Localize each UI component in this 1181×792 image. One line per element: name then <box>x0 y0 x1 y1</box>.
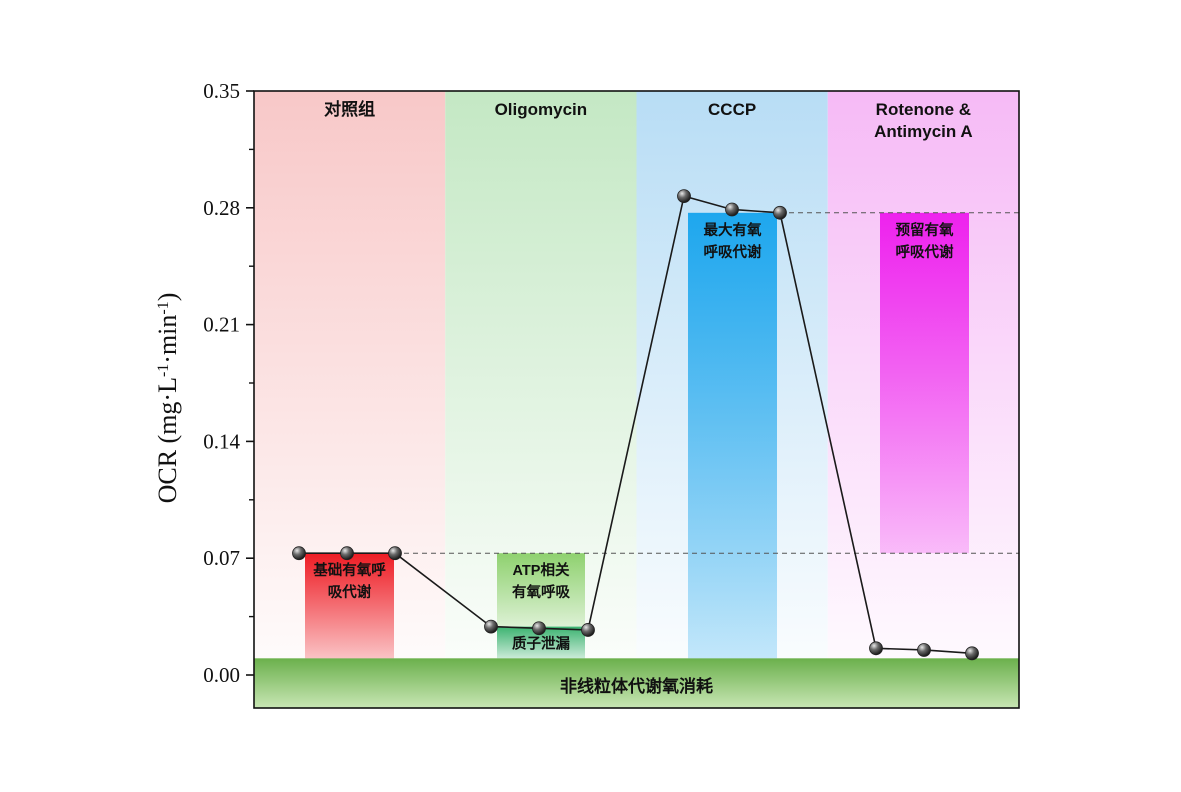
phase-label-line: CCCP <box>708 100 756 119</box>
y-axis-title: OCR (mg·L-1·min-1) <box>153 293 182 504</box>
data-point-4 <box>484 619 498 634</box>
plot-frame <box>253 90 1020 709</box>
phase-label-4: Rotenone & Antimycin A <box>874 100 973 141</box>
data-point-5 <box>532 621 546 636</box>
annotation-label-line: 吸代谢 <box>328 583 372 601</box>
data-point-3 <box>388 546 402 561</box>
annotation-box-4 <box>688 212 777 659</box>
y-tick-label-6: 0.35 <box>203 79 240 103</box>
phase-label-line: Oligomycin <box>495 100 588 119</box>
y-tick-label-2: 0.07 <box>203 546 240 570</box>
y-axis-title-sup1: -1 <box>155 364 172 377</box>
annotation-box-1 <box>305 553 394 659</box>
reference-lines <box>395 212 1019 554</box>
y-tick-label-1: 0.00 <box>203 663 240 687</box>
data-point-12 <box>965 646 979 661</box>
annotation-box-5 <box>880 212 969 554</box>
y-axis-title-end: ) <box>153 293 182 302</box>
baseline-band-label: 非线粒体代谢氧消耗 <box>560 676 713 696</box>
baseline-band-layer: 非线粒体代谢氧消耗 <box>254 658 1019 708</box>
data-point-9 <box>773 205 787 220</box>
series-line <box>299 195 973 655</box>
phase-label-2: Oligomycin <box>495 100 588 119</box>
annotation-label-3: 质子泄漏 <box>512 635 570 653</box>
annotation-label-5: 预留有氧呼吸代谢 <box>896 221 954 261</box>
annotation-label-line: 有氧呼吸 <box>512 583 570 601</box>
phase-label-3: CCCP <box>708 100 756 119</box>
annotation-label-line: 基础有氧呼 <box>312 561 386 579</box>
y-axis-title-main: OCR (mg·L <box>153 377 182 503</box>
data-point-8 <box>725 202 739 217</box>
annotation-box-2 <box>497 553 585 627</box>
series-line-layer <box>292 189 979 661</box>
y-tick-label-5: 0.28 <box>203 196 240 220</box>
baseline-band <box>254 658 1019 708</box>
annotation-label-line: 质子泄漏 <box>512 635 570 653</box>
data-point-6 <box>581 623 595 637</box>
y-tick-label-4: 0.21 <box>203 313 240 337</box>
annotation-label-4: 最大有氧呼吸代谢 <box>704 221 762 261</box>
phase-label-line: 对照组 <box>324 99 375 119</box>
annotation-label-line: 呼吸代谢 <box>896 243 954 261</box>
annotation-label-line: 呼吸代谢 <box>704 243 762 261</box>
annotation-label-line: 预留有氧 <box>896 221 954 239</box>
annotation-label-1: 基础有氧呼吸代谢 <box>312 561 386 601</box>
annotation-label-line: 最大有氧 <box>704 221 762 239</box>
phase-label-1: 对照组 <box>324 99 375 119</box>
data-point-10 <box>869 641 883 656</box>
annotation-label-2: ATP相关有氧呼吸 <box>512 561 570 601</box>
y-axis-title-middle: ·min <box>153 315 182 364</box>
data-point-1 <box>292 546 306 561</box>
y-tick-label-3: 0.14 <box>203 429 240 453</box>
data-point-7 <box>677 189 691 204</box>
data-point-11 <box>917 643 931 657</box>
data-point-2 <box>340 546 354 561</box>
phase-label-line: Antimycin A <box>874 122 973 141</box>
phase-backgrounds <box>254 91 1019 708</box>
phase-label-line: Rotenone & <box>876 100 971 119</box>
phase-labels: 对照组 Oligomycin CCCP Rotenone & Antimycin A <box>324 99 973 141</box>
axes: 0.00 0.07 0.14 0.21 0.28 0.35 <box>203 79 1020 709</box>
annotation-label-line: ATP相关 <box>513 561 570 579</box>
y-axis-title-sup2: -1 <box>155 301 172 314</box>
